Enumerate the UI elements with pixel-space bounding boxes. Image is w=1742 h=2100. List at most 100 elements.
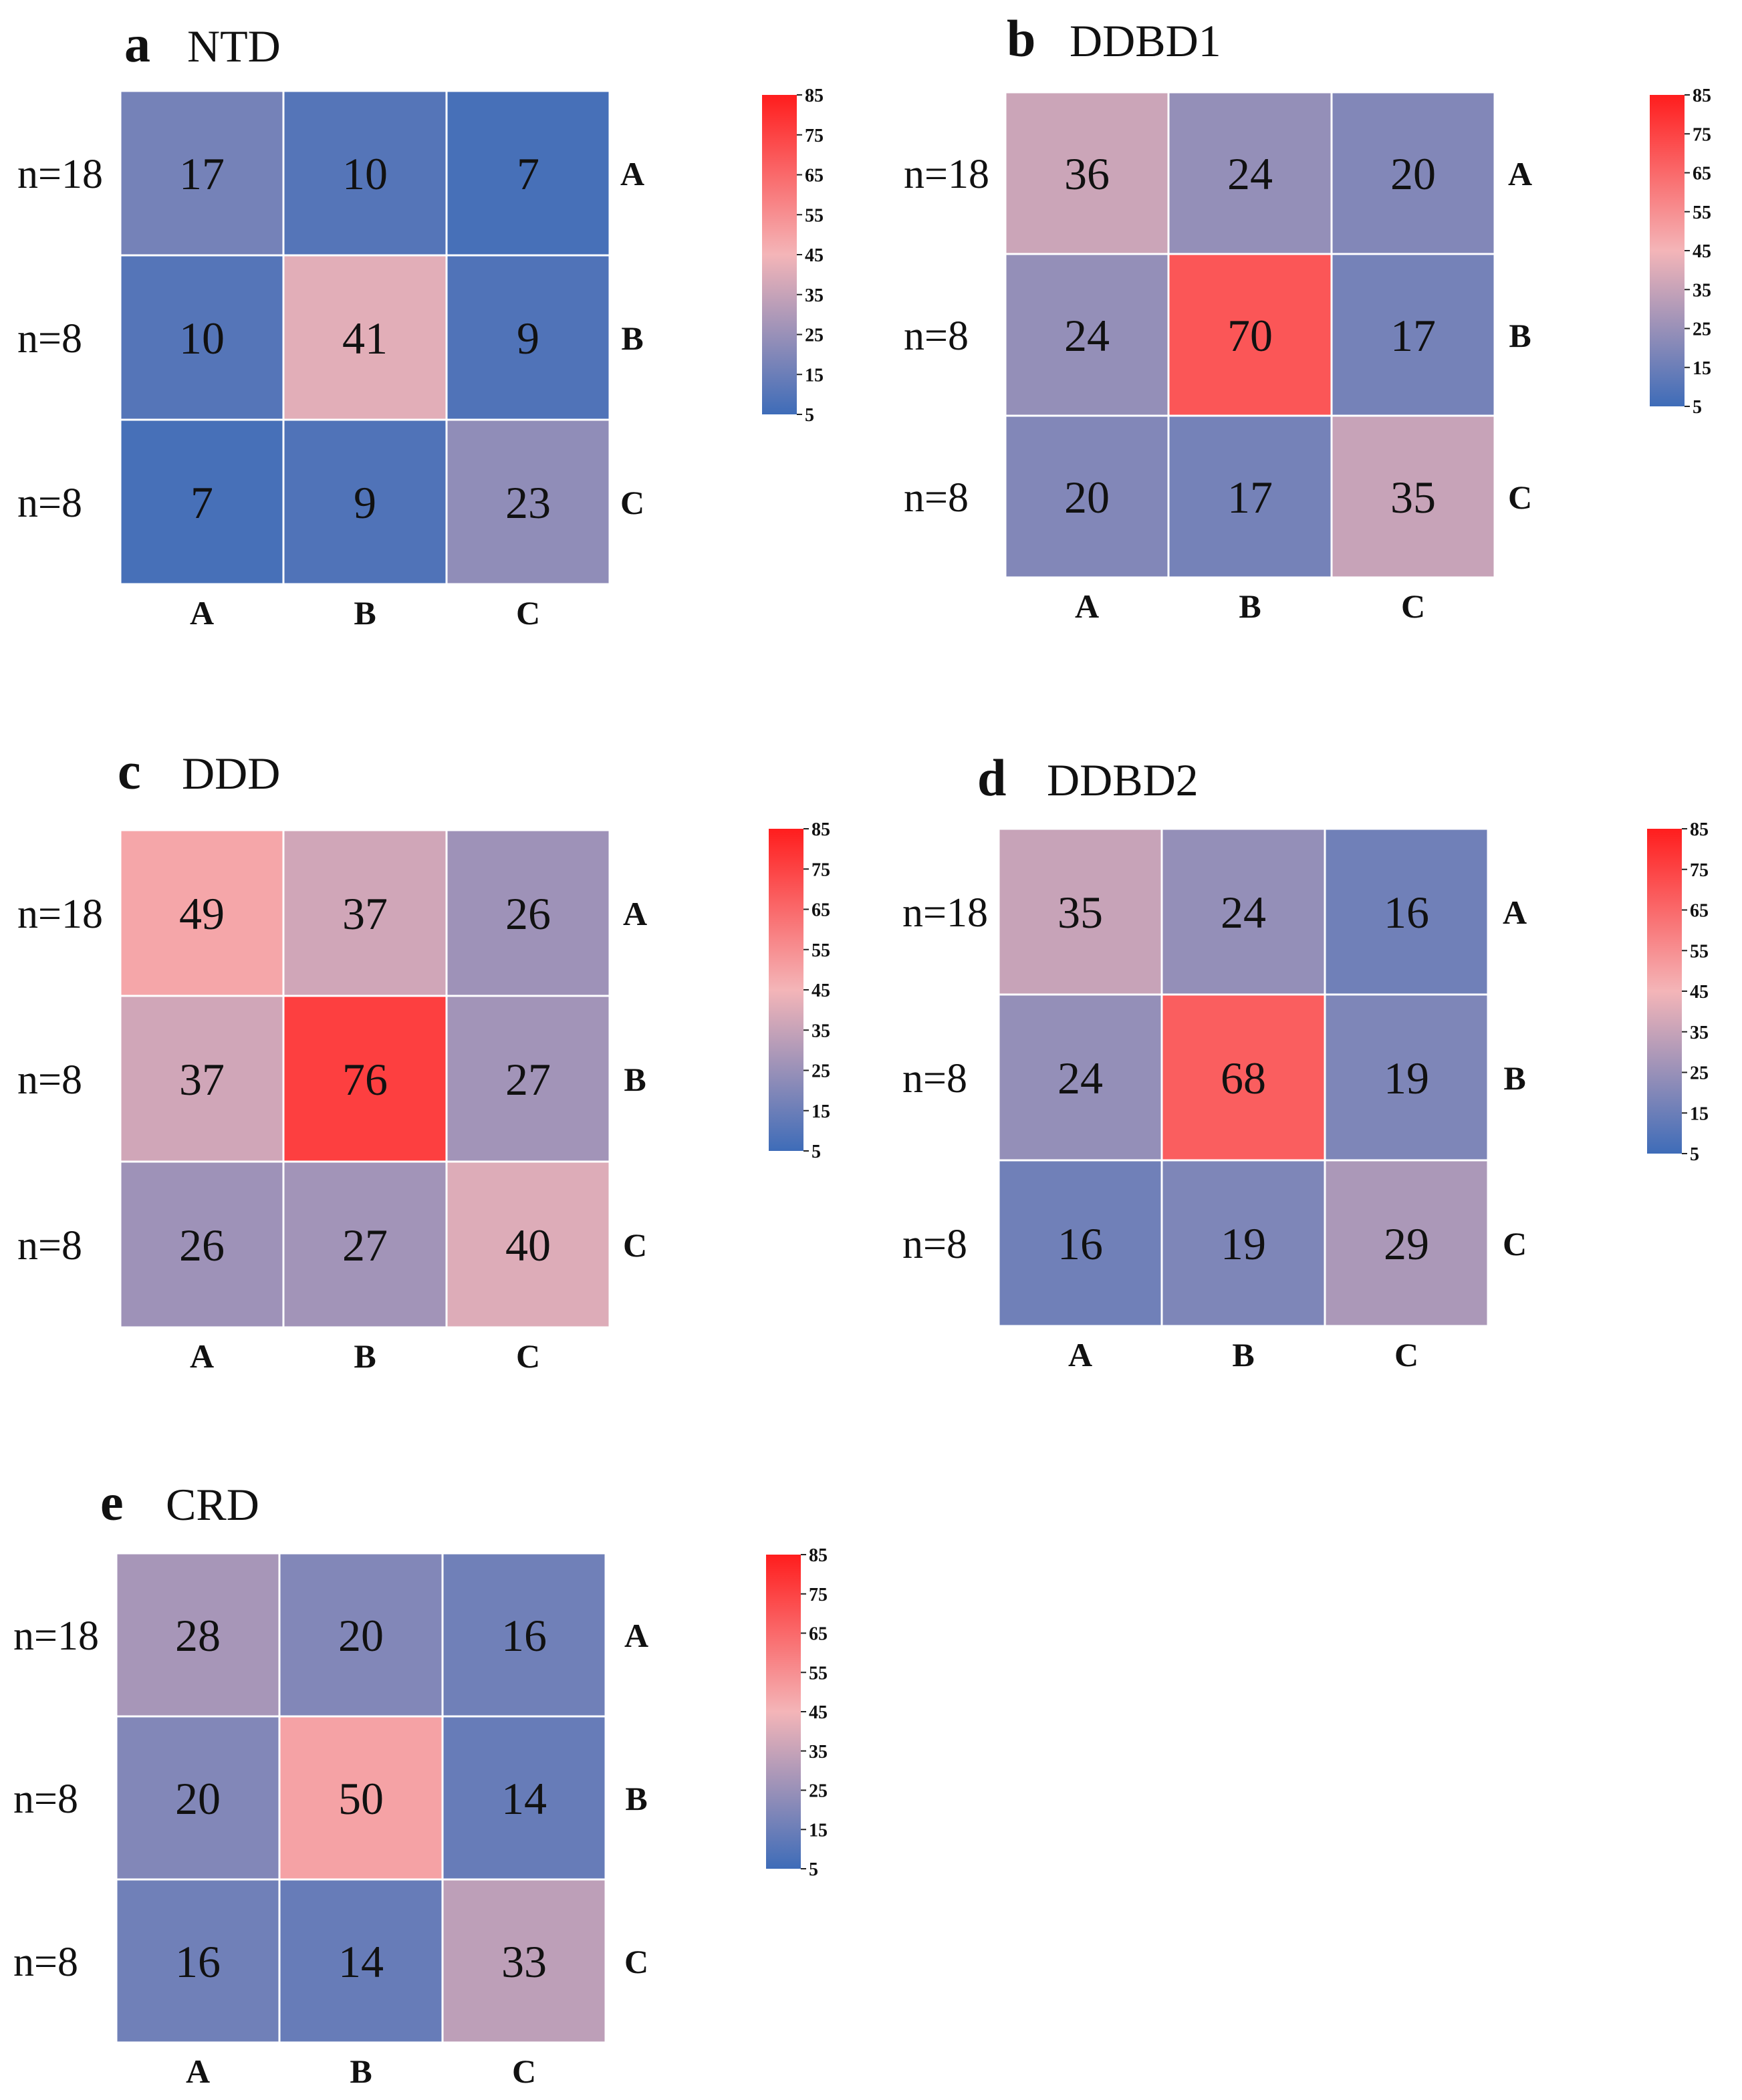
row-category-label: A <box>624 1617 648 1654</box>
colorbar <box>762 95 797 414</box>
column-category-label: C <box>516 1337 540 1375</box>
heatmap-cell <box>119 1160 285 1329</box>
cell-value-label: 16 <box>1384 887 1429 938</box>
heatmap-cell <box>997 827 1163 996</box>
panel-title: NTD <box>187 21 281 72</box>
heatmap-cell <box>1330 91 1496 255</box>
heatmap-cell <box>445 829 611 997</box>
row-label: n=18 <box>13 1613 99 1659</box>
panel-title: CRD <box>166 1479 259 1530</box>
row-category-label: C <box>624 1943 648 1980</box>
row-category-label: C <box>1503 1225 1527 1263</box>
row-label: n=18 <box>17 152 103 197</box>
column-category-label: C <box>1394 1336 1418 1373</box>
colorbar-tick-label: 75 <box>809 1585 828 1605</box>
cell-value-label: 20 <box>175 1773 221 1824</box>
heatmap-cell <box>119 90 285 257</box>
cell-value-label: 14 <box>338 1936 384 1987</box>
colorbar-tick-label: 5 <box>1690 1144 1699 1165</box>
colorbar-tick-label: 65 <box>812 900 830 921</box>
colorbar-tick-label: 25 <box>812 1061 830 1082</box>
heatmap-cell <box>282 1160 448 1329</box>
heatmap-cell <box>445 254 611 421</box>
heatmap-cell <box>119 254 285 421</box>
row-category-label: A <box>620 155 644 192</box>
row-label: n=8 <box>13 1777 78 1822</box>
heatmap-panel-d: d DDBD2 35 24 16 24 68 19 16 19 29 n=18 n=8 n=8 A B C A B C… <box>902 749 1709 1373</box>
heatmap-cell <box>119 995 285 1163</box>
colorbar-tick-label: 15 <box>809 1820 828 1841</box>
cell-value-label: 17 <box>1390 310 1436 361</box>
row-label: n=18 <box>17 892 103 937</box>
colorbar-tick-label: 65 <box>805 166 824 186</box>
colorbar-tick-label: 25 <box>805 325 824 346</box>
cell-value-label: 7 <box>191 477 213 528</box>
column-category-label: B <box>354 1337 376 1375</box>
panel-letter: e <box>100 1473 124 1531</box>
cell-value-label: 24 <box>1227 148 1273 199</box>
colorbar-tick-label: 75 <box>1693 124 1711 145</box>
heatmap-cell <box>1167 253 1333 417</box>
colorbar-tick-label: 25 <box>1690 1063 1709 1084</box>
heatmap-cell <box>1324 993 1489 1162</box>
colorbar-tick-label: 35 <box>1690 1023 1709 1043</box>
colorbar-tick-label: 55 <box>1690 941 1709 962</box>
colorbar-tick-label: 25 <box>1693 319 1711 340</box>
row-label: n=8 <box>17 1223 82 1269</box>
row-category-label: A <box>623 895 647 932</box>
row-category-label: B <box>621 319 643 357</box>
colorbar-tick-label: 55 <box>1693 203 1711 223</box>
row-label: n=8 <box>13 1940 78 1985</box>
heatmap-cell <box>282 90 448 257</box>
cell-value-label: 50 <box>338 1773 384 1824</box>
cell-value-label: 35 <box>1390 472 1436 523</box>
colorbar-tick-label: 35 <box>812 1021 830 1041</box>
cell-value-label: 49 <box>179 888 225 939</box>
colorbar-tick-label: 15 <box>1693 358 1711 379</box>
heatmap-cell <box>997 1159 1163 1327</box>
cell-value-label: 17 <box>179 148 225 199</box>
colorbar-tick-label: 45 <box>1693 241 1711 262</box>
cell-value-label: 33 <box>501 1936 547 1987</box>
column-category-label: B <box>350 2053 372 2090</box>
cell-value-label: 14 <box>501 1773 547 1824</box>
cell-value-label: 19 <box>1221 1218 1266 1269</box>
colorbar-tick-label: 85 <box>812 819 830 840</box>
panel-title: DDBD2 <box>1047 755 1199 805</box>
colorbar-tick-label: 15 <box>1690 1103 1709 1124</box>
heatmap-cell <box>282 995 448 1163</box>
row-label: n=8 <box>904 475 969 521</box>
row-category-label: C <box>620 484 644 521</box>
colorbar-tick-label: 5 <box>805 405 814 426</box>
heatmap-panel-e: e CRD 28 20 16 20 50 14 16 14 33 n=18 n=8 n=8 A B C A B C 85… <box>13 1473 828 2090</box>
row-label: n=8 <box>904 313 969 359</box>
heatmap-panel-c: c DDD 49 37 26 37 76 27 26 27 40 n=18 n=8 n=8 A B C A B C 85… <box>17 742 830 1375</box>
cell-value-label: 17 <box>1227 472 1273 523</box>
heatmap-cell <box>282 254 448 421</box>
column-category-label: B <box>1239 587 1261 625</box>
row-category-label: A <box>1503 894 1527 931</box>
cell-value-label: 16 <box>175 1936 221 1987</box>
cell-value-label: 29 <box>1384 1218 1429 1269</box>
colorbar <box>766 1555 801 1869</box>
heatmap-cell <box>115 1552 281 1718</box>
heatmap-cell <box>441 1878 607 2044</box>
colorbar-tick-label: 75 <box>1690 860 1709 881</box>
heatmap-cell <box>1167 91 1333 255</box>
colorbar-tick-label: 65 <box>1693 164 1711 184</box>
cell-value-label: 37 <box>342 888 388 939</box>
heatmap-cell <box>278 1552 444 1718</box>
column-category-label: A <box>1068 1336 1092 1373</box>
cell-value-label: 76 <box>342 1054 388 1105</box>
heatmap-cell <box>1160 993 1326 1162</box>
column-category-label: A <box>186 2053 210 2090</box>
cell-value-label: 24 <box>1057 1053 1103 1103</box>
cell-value-label: 41 <box>342 313 388 364</box>
colorbar-tick-label: 45 <box>812 980 830 1001</box>
panel-title: DDD <box>182 748 280 799</box>
column-category-label: A <box>1075 587 1099 625</box>
cell-value-label: 10 <box>179 313 225 364</box>
heatmap-cell <box>445 1160 611 1329</box>
heatmap-panel-b: b DDBD1 36 24 20 24 70 17 20 17 35 n=18 n=8 n=8 A B C A B C… <box>904 9 1711 625</box>
heatmap-cell <box>115 1715 281 1881</box>
